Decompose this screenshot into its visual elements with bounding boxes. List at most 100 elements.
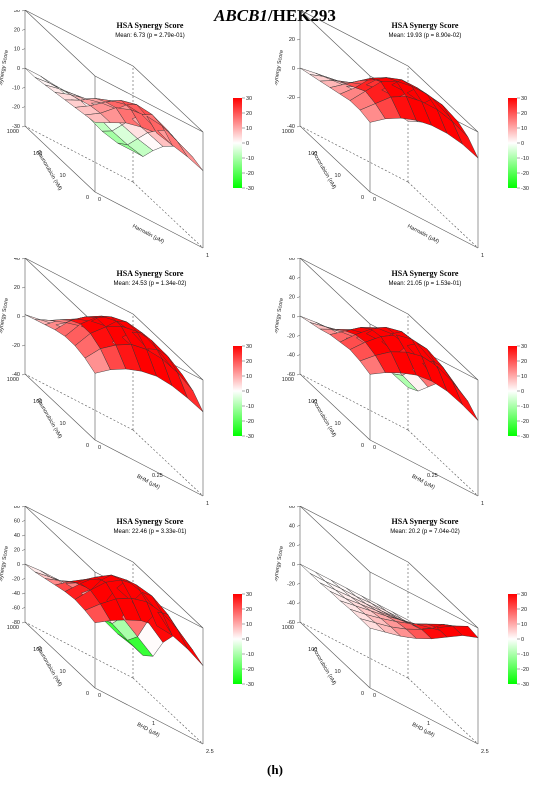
colorbar: 30 20 10 0 -10 -20 -30 — [508, 592, 529, 688]
colorbar-tick-label: -20 — [521, 667, 529, 673]
synergy-surface — [299, 563, 479, 640]
box-edge — [369, 439, 479, 497]
z-tick-mark — [21, 506, 26, 508]
box-edge — [24, 506, 96, 573]
surface-cell — [452, 121, 479, 159]
z-axis: 40 20 0 -20 -40 Synergy Score — [275, 10, 301, 130]
x-axis-label: Doxorubicin (nM) — [311, 399, 337, 438]
z-tick-mark — [21, 592, 26, 595]
z-tick-label: -60 — [287, 620, 295, 626]
colorbar-tick-label: -20 — [246, 171, 254, 177]
chart-title: HSA Synergy Score — [117, 21, 184, 30]
z-axis-label: Synergy Score — [0, 546, 10, 583]
x-tick-label: 100 — [33, 647, 42, 653]
x-tick-label: 10 — [60, 173, 66, 179]
surface-cell — [452, 625, 479, 639]
synergy-panel-5: HSA Synergy Score Mean: 22.46 (p = 3.33e-… — [0, 506, 275, 754]
x-tick-label: 0 — [86, 443, 89, 449]
synergy-surface-chart: HSA Synergy Score Mean: 20.2 (p = 7.04e-0… — [275, 506, 529, 754]
y-tick-label: 0 — [373, 197, 376, 203]
z-tick-label: 0 — [17, 314, 20, 320]
y-tick-label: 1 — [206, 501, 209, 506]
z-tick-mark — [21, 549, 26, 551]
synergy-panel-4: HSA Synergy Score Mean: 21.05 (p = 1.53e-… — [275, 258, 550, 506]
z-tick-mark — [21, 315, 26, 318]
box-edge — [299, 258, 409, 315]
synergy-surface — [24, 314, 204, 413]
y-tick-label: 0 — [98, 445, 101, 451]
y-tick-label: 1 — [481, 501, 484, 506]
box-edge — [299, 621, 409, 679]
colorbar-tick-label: 0 — [521, 637, 524, 643]
cell-line: /HEK293 — [267, 6, 336, 25]
y-axis-label: BHD (μM) — [136, 722, 161, 739]
z-tick-mark — [296, 38, 301, 41]
z-tick-label: -40 — [287, 124, 295, 130]
box-edge — [132, 313, 204, 381]
z-axis: 60 40 20 0 -20 -40 -60 Synergy Score — [275, 258, 301, 378]
surface-cell — [177, 629, 204, 666]
z-axis: 60 40 20 0 -20 -40 -60 Synergy Score — [275, 506, 301, 626]
y-axis-label: Harmalin (μM) — [131, 223, 165, 245]
z-tick-mark — [21, 344, 26, 347]
z-tick-label: -60 — [12, 606, 20, 612]
colorbar-tick-label: 10 — [521, 622, 527, 628]
x-tick-label: 0 — [361, 443, 364, 449]
colorbar-tick-label: -30 — [521, 434, 529, 440]
synergy-surface-chart: HSA Synergy Score Mean: 19.93 (p = 8.90e-… — [275, 10, 529, 258]
z-tick-label: 0 — [17, 66, 20, 72]
colorbar-tick-label: -20 — [246, 419, 254, 425]
colorbar-tick-label: -30 — [246, 682, 254, 688]
chart-subtitle: Mean: 19.93 (p = 8.90e-02) — [389, 33, 462, 39]
z-tick-mark — [296, 583, 301, 585]
z-tick-label: 40 — [14, 258, 20, 262]
y-tick-label: 1 — [206, 253, 209, 258]
colorbar-gradient — [508, 346, 517, 436]
colorbar-tick-label: 30 — [246, 592, 252, 598]
z-tick-label: -20 — [12, 577, 20, 583]
box-edge — [299, 10, 371, 77]
x-tick-label: 1000 — [7, 377, 19, 383]
x-tick-label: 10 — [335, 669, 341, 675]
z-tick-label: -20 — [287, 581, 295, 587]
x-tick-label: 1000 — [282, 377, 294, 383]
colorbar-tick-label: 10 — [246, 622, 252, 628]
y-tick-label: 1 — [152, 721, 155, 727]
z-tick-label: -40 — [287, 353, 295, 359]
z-axis-label: Synergy Score — [0, 50, 10, 87]
z-tick-mark — [296, 563, 301, 566]
z-tick-mark — [296, 96, 301, 99]
y-tick-label: 0.25 — [427, 473, 438, 479]
colorbar-gradient — [233, 346, 242, 436]
z-tick-label: -40 — [12, 372, 20, 378]
z-tick-mark — [296, 544, 301, 546]
z-tick-label: -20 — [12, 343, 20, 349]
colorbar-tick-label: 0 — [246, 637, 249, 643]
box-edge — [24, 125, 134, 183]
y-axis: 0 1 2.5 BHD (μM) — [373, 693, 489, 754]
chart-title: HSA Synergy Score — [117, 269, 184, 278]
chart-subtitle: Mean: 20.2 (p = 7.04e-02) — [390, 529, 460, 535]
box-edge — [132, 181, 204, 249]
figure-panel-label: (h) — [267, 762, 283, 777]
colorbar-tick-label: -30 — [246, 434, 254, 440]
y-axis-label: Harmalin (μM) — [406, 223, 440, 245]
x-axis-label: Daunorubicin (nM) — [35, 397, 63, 439]
box-edge — [24, 258, 96, 325]
box-edge — [24, 373, 134, 431]
z-tick-mark — [296, 125, 301, 128]
z-tick-mark — [296, 67, 301, 70]
synergy-surface — [299, 315, 479, 421]
synergy-panel-6: HSA Synergy Score Mean: 20.2 (p = 7.04e-0… — [275, 506, 550, 754]
y-axis: 0 1 Harmalin (μM) — [98, 197, 209, 258]
z-tick-label: 60 — [289, 506, 295, 510]
synergy-panel-2: HSA Synergy Score Mean: 19.93 (p = 8.90e-… — [275, 10, 550, 258]
colorbar-tick-label: -30 — [521, 682, 529, 688]
z-tick-mark — [21, 563, 26, 566]
z-tick-label: 40 — [289, 275, 295, 281]
z-tick-label: -40 — [12, 591, 20, 597]
